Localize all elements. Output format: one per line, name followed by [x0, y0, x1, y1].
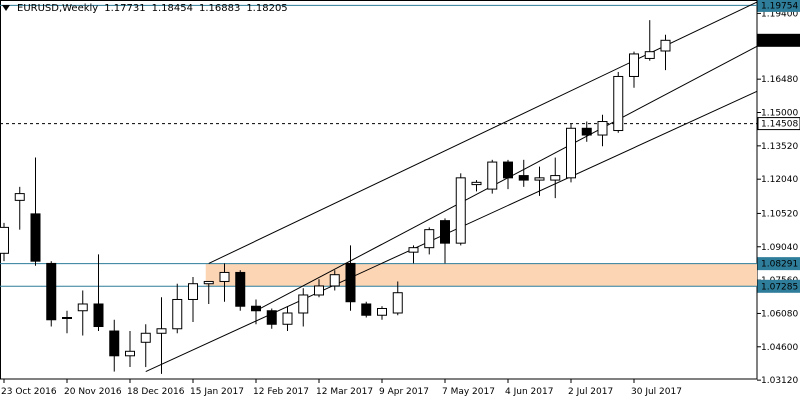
symbol-timeframe: EURUSD,Weekly: [17, 2, 99, 14]
plot-frame: [0, 0, 758, 380]
x-axis-tick-label: 4 Jun 2017: [505, 387, 553, 397]
y-axis-tick-label: 1.03120: [761, 376, 798, 386]
y-axis-tick-label: 1.09040: [761, 243, 798, 253]
y-axis-tick-label: 1.12040: [761, 175, 798, 185]
candle-body[interactable]: [140, 332, 151, 343]
support-resistance-zone: [205, 263, 757, 287]
candle-body[interactable]: [392, 292, 403, 314]
x-axis-tick-label: 30 Jul 2017: [631, 387, 682, 397]
x-axis-tick-label: 23 Oct 2016: [1, 387, 57, 397]
x-axis-tick-label: 15 Jan 2017: [190, 387, 244, 397]
chart-header: EURUSD,Weekly 1.17731 1.18454 1.16883 1.…: [0, 0, 288, 16]
y-axis-tick-label: 1.10520: [761, 209, 798, 219]
y-axis-tick-label: 1.15000: [761, 109, 798, 119]
candle-body[interactable]: [455, 177, 466, 244]
candle-body[interactable]: [298, 294, 309, 314]
candle-body[interactable]: [30, 213, 41, 262]
candle-body[interactable]: [46, 262, 57, 321]
candle-body[interactable]: [660, 39, 671, 52]
price-label-box: [757, 33, 800, 47]
candle-body[interactable]: [329, 274, 340, 287]
ohlc-open: 1.17731: [104, 2, 146, 14]
x-axis-tick-label: 2 Jul 2017: [568, 387, 613, 397]
candle-body[interactable]: [282, 312, 293, 325]
candle-body[interactable]: [566, 127, 576, 179]
candle-body[interactable]: [361, 303, 372, 316]
candle-body[interactable]: [534, 177, 545, 181]
candle-body[interactable]: [172, 298, 183, 330]
y-axis-tick-label: 1.13520: [761, 142, 798, 152]
x-axis-tick-label: 7 May 2017: [442, 387, 495, 397]
candle-body[interactable]: [93, 303, 104, 328]
price-label-box: [757, 279, 800, 293]
candle-body[interactable]: [503, 161, 513, 179]
candle-body[interactable]: [219, 271, 230, 282]
candle-body[interactable]: [188, 283, 198, 300]
candle-body[interactable]: [345, 262, 356, 303]
candle-body[interactable]: [314, 285, 324, 296]
candle-body[interactable]: [77, 303, 88, 312]
candle-body[interactable]: [440, 220, 450, 244]
candle-body[interactable]: [550, 175, 561, 181]
price-label: 1.18205: [761, 36, 798, 46]
candle-body[interactable]: [613, 75, 624, 132]
candle-body[interactable]: [235, 271, 246, 307]
candle-body[interactable]: [14, 193, 25, 201]
channel-line-bottom: [145, 90, 758, 373]
y-axis-tick-label: 1.06080: [761, 309, 798, 319]
x-axis-tick-label: 18 Dec 2016: [127, 387, 185, 397]
x-axis-tick-label: 9 Apr 2017: [379, 387, 429, 397]
candle-body[interactable]: [471, 181, 482, 186]
chart-menu-triangle-icon[interactable]: [2, 5, 10, 11]
candle-body[interactable]: [487, 161, 498, 190]
candle-body[interactable]: [266, 310, 277, 325]
price-label-box: [757, 0, 800, 12]
candle-body[interactable]: [251, 305, 261, 312]
candle-body[interactable]: [424, 229, 435, 249]
price-label: 1.14508: [761, 120, 798, 130]
price-label: 1.08291: [761, 260, 798, 270]
channel-line-middle: [255, 45, 758, 312]
candle-body[interactable]: [203, 280, 214, 285]
x-axis-tick-label: 12 Feb 2017: [253, 387, 309, 397]
price-label-box: [757, 117, 800, 131]
candle-body[interactable]: [62, 317, 72, 320]
candle-body[interactable]: [581, 127, 592, 136]
candle-body[interactable]: [109, 330, 120, 357]
y-axis-tick-label: 1.19400: [761, 9, 798, 19]
candle-body[interactable]: [408, 247, 419, 253]
y-axis-tick-label: 1.04600: [761, 343, 798, 353]
ohlc-high: 1.18454: [151, 2, 193, 14]
price-label-box: [757, 257, 800, 271]
y-axis-tick-label: 1.16480: [761, 75, 798, 85]
candle-body[interactable]: [518, 175, 529, 181]
candle-body[interactable]: [629, 53, 639, 77]
x-axis-tick-label: 20 Nov 2016: [64, 387, 122, 397]
ohlc-low: 1.16883: [198, 2, 241, 14]
candle-body[interactable]: [644, 51, 655, 59]
price-label: 1.07285: [761, 282, 798, 292]
channel-line-top: [208, 1, 758, 264]
candle-body[interactable]: [377, 307, 387, 316]
candle-body[interactable]: [597, 121, 608, 136]
candle-body[interactable]: [125, 350, 135, 357]
candle-body[interactable]: [156, 328, 167, 334]
x-axis-tick-label: 12 Mar 2017: [316, 387, 373, 397]
candle-body[interactable]: [0, 226, 9, 254]
ohlc-close: 1.18205: [246, 2, 288, 14]
price-label: 1.19754: [761, 1, 798, 11]
